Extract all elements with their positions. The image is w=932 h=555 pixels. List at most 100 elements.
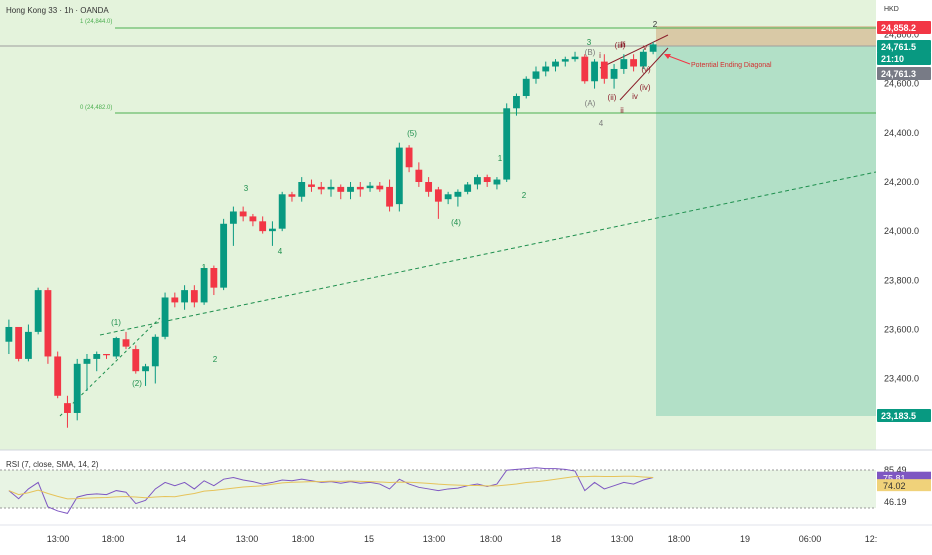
rsi-band xyxy=(0,470,876,508)
rsi-tick-label: 85.49 xyxy=(884,465,907,475)
candle-body xyxy=(610,68,618,79)
candle-body xyxy=(161,297,169,337)
candles-group xyxy=(5,41,657,428)
annotation-arrow xyxy=(665,54,691,65)
rsi-lines-group xyxy=(8,467,654,514)
candle-body xyxy=(581,56,589,82)
price-tick-label: 24,600.0 xyxy=(884,79,919,89)
wave-label: 1 xyxy=(498,154,503,163)
symbol-title[interactable]: Hong Kong 33 · 1h · OANDA xyxy=(6,6,109,15)
candle-body xyxy=(542,66,550,72)
candle-body xyxy=(591,61,598,82)
candle-body xyxy=(513,96,520,109)
candle-body xyxy=(317,186,325,190)
fib-label-bottom: 0 (24,482.0) xyxy=(80,105,112,111)
time-tick-label: 15 xyxy=(364,534,374,544)
price-tag-label: 24,761.5 xyxy=(881,42,916,52)
time-tick-label: 18:00 xyxy=(480,534,503,544)
candle-body xyxy=(366,185,374,189)
price-tag-label: 23,183.5 xyxy=(881,411,916,421)
rsi-tag xyxy=(877,479,931,492)
candle-body xyxy=(73,363,81,413)
candle-body xyxy=(415,169,423,182)
price-tag-label: 24,761.3 xyxy=(881,69,916,79)
wave-label: 2 xyxy=(213,355,218,364)
time-tick-label: 13:00 xyxy=(47,534,70,544)
rsi-sma-line xyxy=(8,475,654,500)
wave-label: 3 xyxy=(244,184,249,193)
candle-body xyxy=(503,108,511,180)
price-tag xyxy=(877,52,931,65)
candle-body xyxy=(298,182,306,197)
price-tag xyxy=(877,21,931,34)
rsi-tick-label: 46.19 xyxy=(884,497,907,507)
rsi-title[interactable]: RSI (7, close, SMA, 14, 2) xyxy=(6,460,99,469)
candle-body xyxy=(210,268,218,288)
wave-label: (1) xyxy=(111,318,121,327)
price-tag xyxy=(877,67,931,80)
candle-body xyxy=(347,186,354,192)
arrow-head-icon xyxy=(664,54,671,59)
wave-label: 3 xyxy=(587,38,592,47)
wave-label: (5) xyxy=(407,129,417,138)
diagonal-lower-line xyxy=(619,47,669,101)
candle-body xyxy=(571,56,579,60)
wave-label: (ii) xyxy=(608,93,617,102)
wave-label: (v) xyxy=(641,65,651,74)
price-tick-label: 24,400.0 xyxy=(884,128,919,138)
wave-label: 2 xyxy=(522,191,527,200)
wave-label: v xyxy=(643,43,647,52)
time-tick-label: 06:00 xyxy=(799,534,822,544)
candle-body xyxy=(103,354,110,356)
price-tag-label: 21:10 xyxy=(881,54,904,64)
candle-body xyxy=(200,268,208,303)
wave-label: 2 xyxy=(653,20,658,29)
time-tick-label: 14 xyxy=(176,534,186,544)
candle-body xyxy=(269,228,276,232)
wave-label: (iv) xyxy=(639,83,650,92)
rsi-tag-label: 75.81 xyxy=(883,474,906,484)
candle-body xyxy=(386,186,393,207)
wave-label: (B) xyxy=(585,48,596,57)
wave-label: (A) xyxy=(585,99,596,108)
time-tick-label: 18:00 xyxy=(668,534,691,544)
candle-body xyxy=(34,290,42,332)
candle-body xyxy=(151,336,159,367)
wave-label: 4 xyxy=(278,247,283,256)
wave-label: iv xyxy=(632,92,638,101)
candle-body xyxy=(308,184,315,187)
candle-body xyxy=(181,290,188,303)
time-axis-group[interactable]: 13:00 18:00 14 13:00 18:00 15 13:00 18:00 18 13:0… xyxy=(47,534,878,544)
candle-body xyxy=(132,349,140,372)
rsi-tag-label: 74.02 xyxy=(883,481,906,491)
candle-body xyxy=(630,59,638,67)
candle-body xyxy=(649,44,657,52)
candle-body xyxy=(464,184,472,192)
target-projection-box xyxy=(656,44,876,416)
candle-body xyxy=(444,194,452,200)
price-tick-label: 23,400.0 xyxy=(884,374,919,384)
candle-body xyxy=(83,358,91,364)
candle-body xyxy=(356,186,364,190)
trendline-dashed xyxy=(99,171,877,336)
price-tick-label: 23,800.0 xyxy=(884,275,919,285)
candle-body xyxy=(171,297,179,303)
candle-body xyxy=(142,366,149,372)
price-tick-label: 24,000.0 xyxy=(884,226,919,236)
wave-label: iii xyxy=(620,40,626,49)
wave-label: 4 xyxy=(599,119,604,128)
candle-body xyxy=(249,216,257,222)
candle-body xyxy=(454,191,462,197)
candle-body xyxy=(532,71,540,79)
candle-body xyxy=(493,179,501,185)
candle-body xyxy=(239,211,247,217)
time-tick-label: 18:00 xyxy=(102,534,125,544)
candle-body xyxy=(190,290,198,303)
candle-body xyxy=(561,59,569,62)
candle-body xyxy=(278,194,286,229)
candle-body xyxy=(5,326,13,342)
price-tag xyxy=(877,409,931,422)
candle-body xyxy=(376,185,384,190)
candle-body xyxy=(405,147,413,168)
